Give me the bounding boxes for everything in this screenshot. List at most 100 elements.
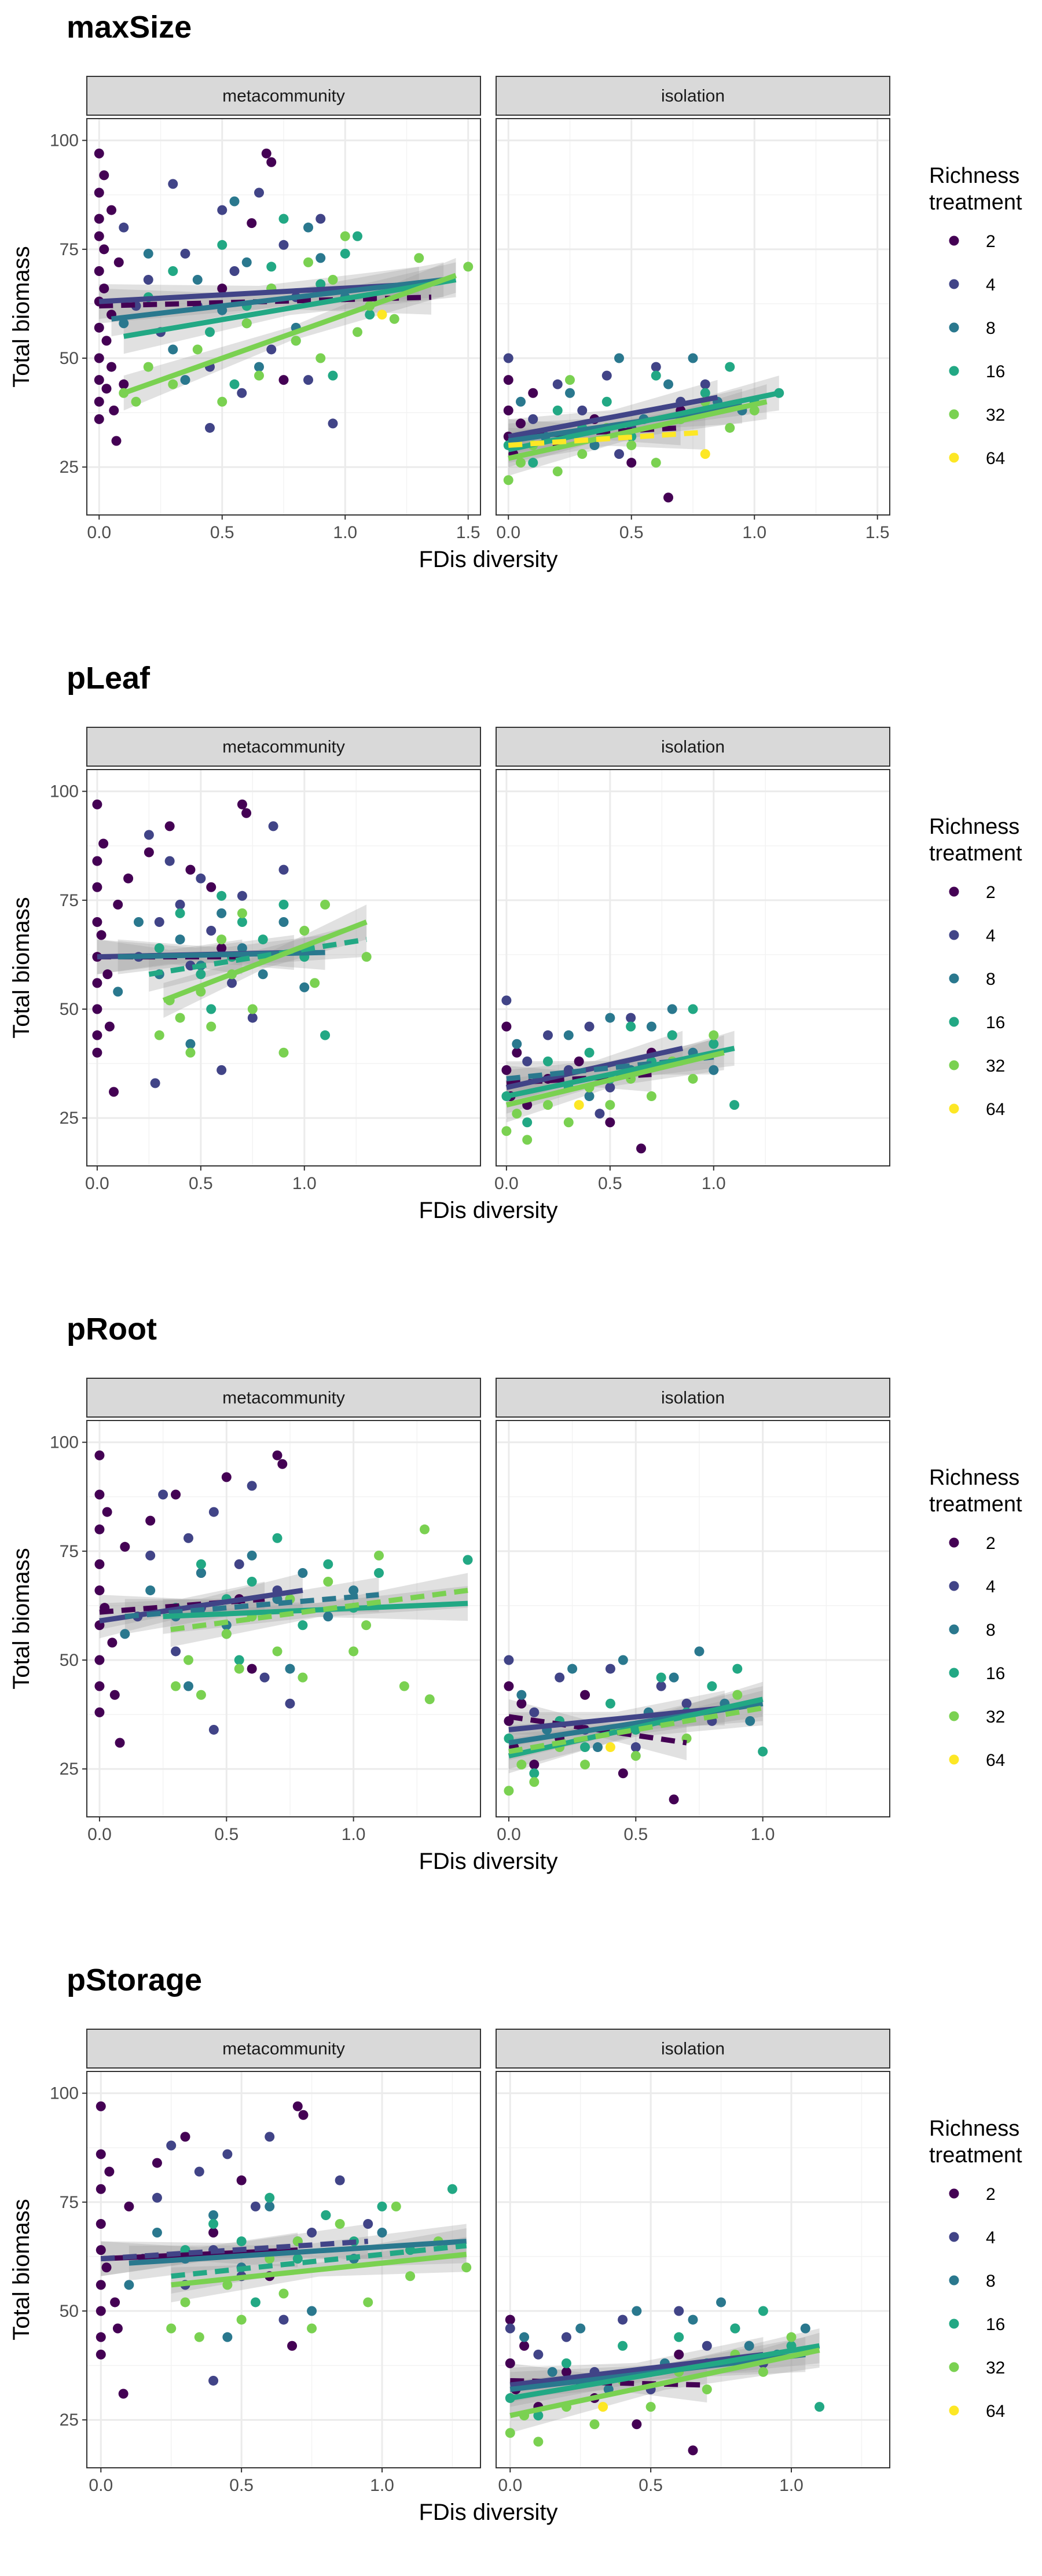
- data-point-32: [291, 336, 301, 346]
- data-point-2: [618, 1768, 628, 1779]
- data-point-32: [563, 1117, 574, 1128]
- data-point-4: [247, 1013, 258, 1023]
- data-point-4: [303, 375, 313, 385]
- data-point-16: [258, 934, 268, 945]
- data-point-4: [217, 205, 228, 215]
- y-tick-label: 100: [50, 782, 79, 801]
- data-point-4: [154, 917, 164, 927]
- data-point-4: [651, 362, 661, 372]
- data-point-4: [522, 1056, 533, 1066]
- trend-line-16: [509, 2343, 820, 2401]
- x-tick-label: 0.5: [639, 2476, 663, 2495]
- data-point-32: [580, 1760, 590, 1770]
- data-point-2: [217, 284, 228, 294]
- trend-line-4: [100, 2239, 369, 2262]
- data-point-16: [208, 2218, 219, 2229]
- data-point-32: [391, 2201, 401, 2211]
- data-point-32: [645, 2402, 656, 2412]
- data-point-8: [258, 969, 268, 980]
- x-axis-title: FDis diversity: [419, 1198, 557, 1223]
- data-point-8: [278, 917, 289, 927]
- data-point-16: [196, 1559, 206, 1569]
- data-point-8: [145, 1585, 156, 1596]
- data-point-2: [505, 2314, 515, 2325]
- data-point-16: [584, 1047, 595, 1058]
- data-point-2: [266, 157, 277, 167]
- data-point-32: [552, 466, 563, 477]
- data-point-2: [94, 322, 104, 333]
- data-point-32: [254, 370, 264, 381]
- data-point-32: [749, 405, 760, 415]
- legend-label-4: 4: [986, 2228, 996, 2247]
- data-point-16: [374, 1567, 384, 1578]
- data-point-8: [192, 275, 203, 285]
- legend-label-16: 16: [986, 362, 1005, 381]
- facet-strip: [496, 727, 890, 767]
- data-point-2: [261, 148, 271, 159]
- legend-title-line1: Richness: [929, 2117, 1019, 2141]
- data-point-4: [595, 1109, 605, 1119]
- data-point-8: [348, 1585, 359, 1596]
- panel-border: [86, 118, 481, 516]
- legend-swatch-16: [949, 1668, 959, 1678]
- panel-border: [86, 769, 481, 1166]
- trend-line-32: [170, 1588, 468, 1632]
- legend-swatch-64: [949, 1754, 959, 1765]
- data-point-2: [94, 1681, 105, 1691]
- data-point-8: [592, 1742, 603, 1753]
- data-point-8: [217, 908, 227, 918]
- data-point-16: [168, 266, 178, 276]
- data-point-2: [221, 1472, 232, 1482]
- legend-label-64: 64: [986, 1100, 1005, 1119]
- data-point-4: [614, 449, 624, 459]
- ci-ribbon-8: [124, 1577, 379, 1634]
- data-point-16: [729, 1100, 740, 1110]
- data-point-32: [399, 1681, 409, 1691]
- data-point-2: [247, 1664, 257, 1674]
- x-tick-label: 0.0: [498, 2476, 522, 2495]
- trend-line-16: [505, 1046, 735, 1099]
- data-point-2: [101, 2262, 112, 2273]
- data-point-2: [94, 148, 104, 159]
- data-point-16: [674, 2332, 684, 2342]
- data-point-16: [328, 370, 338, 381]
- data-point-16: [272, 1533, 282, 1543]
- data-point-4: [561, 2332, 571, 2342]
- data-point-32: [361, 952, 372, 962]
- y-tick-label: 75: [60, 2193, 79, 2212]
- data-point-16: [234, 1655, 244, 1665]
- data-point-2: [501, 1065, 512, 1075]
- data-point-2: [96, 930, 107, 940]
- data-point-4: [528, 414, 538, 424]
- data-point-2: [94, 1524, 105, 1534]
- data-point-4: [626, 1013, 636, 1023]
- data-point-32: [154, 1030, 164, 1040]
- data-point-2: [109, 1690, 120, 1700]
- data-point-8: [180, 375, 190, 385]
- data-point-2: [96, 2218, 106, 2229]
- panel-border: [86, 1420, 481, 1817]
- facet-strip: [496, 76, 890, 116]
- data-point-2: [96, 2245, 106, 2255]
- data-point-8: [265, 2201, 275, 2211]
- trend-line-32: [505, 1050, 725, 1107]
- legend-swatch-4: [949, 2232, 959, 2242]
- chart-title: pRoot: [67, 1312, 157, 1346]
- legend-title-line2: treatment: [929, 841, 1022, 866]
- x-tick-label: 1.0: [742, 523, 766, 542]
- data-point-32: [646, 1091, 656, 1102]
- data-point-2: [206, 882, 217, 892]
- data-point-2: [102, 969, 113, 980]
- data-point-16: [814, 2402, 825, 2412]
- data-point-16: [758, 1746, 768, 1757]
- data-point-16: [709, 1039, 719, 1049]
- x-tick-label: 1.0: [779, 2476, 803, 2495]
- data-point-32: [786, 2332, 797, 2342]
- chart-title: pStorage: [67, 1963, 202, 1997]
- data-point-2: [504, 1681, 514, 1691]
- panel-border: [496, 2071, 890, 2468]
- x-tick-label: 1.5: [456, 523, 480, 542]
- data-point-4: [237, 388, 247, 398]
- data-point-2: [123, 873, 134, 884]
- data-point-16: [229, 379, 240, 389]
